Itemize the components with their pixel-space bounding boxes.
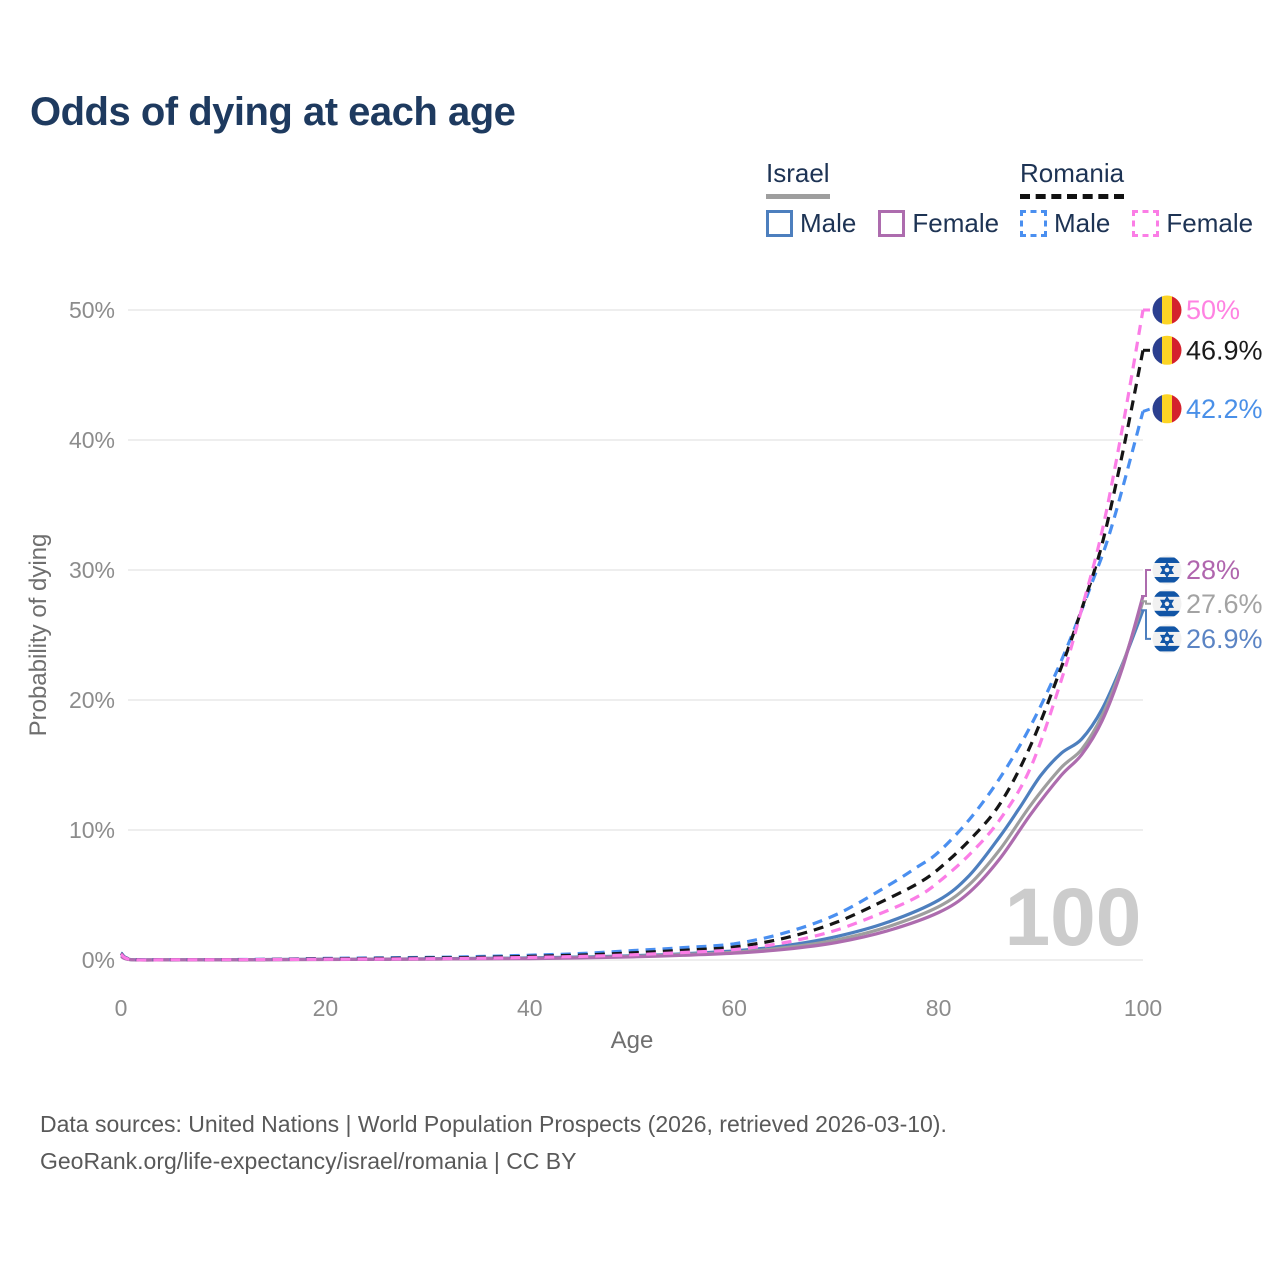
leader-line-il_f [1141,569,1151,597]
y-tick-label: 20% [69,687,115,713]
x-tick-label: 80 [926,995,952,1021]
legend-title-romania[interactable]: Romania [1020,158,1125,199]
y-tick-label: 40% [69,427,115,453]
legend-row-israel: Male Female [766,208,999,239]
legend-group-israel: Israel Male Female [766,158,999,239]
legend-item-israel-female[interactable]: Female [878,208,999,239]
legend-label-romania-female: Female [1166,208,1254,238]
x-tick-label: 20 [313,995,339,1021]
star-of-david-icon [1159,630,1175,647]
footer: Data sources: United Nations | World Pop… [40,1106,947,1180]
x-axis-title: Age [611,1027,654,1054]
x-tick-label: 100 [1124,995,1162,1021]
series-line-il_a[interactable] [120,600,1145,962]
legend-label-romania-male: Male [1054,208,1111,238]
series-line-ro_a[interactable] [119,349,1145,962]
x-tick-label: 0 [115,995,128,1021]
israel-flag-icon [1152,555,1182,585]
series-line-il_f[interactable] [120,595,1145,962]
romania-female-swatch-icon [1132,210,1160,237]
romania-flag-icon [1152,295,1182,325]
legend-title-israel[interactable]: Israel [766,158,830,199]
israel-female-swatch-icon [878,210,906,237]
y-axis-title: Probability of dying [25,534,52,737]
romania-male-swatch-icon [1020,210,1047,237]
legend-item-israel-male[interactable]: Male [766,208,856,239]
israel-flag-icon [1152,589,1182,619]
end-value-label-ro_a: 46.9% [1186,335,1263,365]
series-line-ro_f[interactable] [120,309,1145,962]
end-value-label-il_a: 27.6% [1186,589,1263,619]
x-tick-label: 60 [721,995,747,1021]
legend-item-romania-male[interactable]: Male [1020,208,1110,239]
leader-line-ro_m [1142,407,1152,413]
legend-label-israel-male: Male [800,208,857,238]
y-tick-label: 30% [69,557,115,583]
legend-label-israel-female: Female [912,208,1000,238]
romania-flag-icon [1152,335,1182,365]
legend-item-romania-female[interactable]: Female [1132,208,1253,239]
legend-group-romania: Romania Male Female [1020,158,1253,239]
leader-line-il_a [1141,600,1151,605]
end-value-label-ro_m: 42.2% [1186,394,1263,424]
footer-attribution-link[interactable]: GeoRank.org/life-expectancy/israel/roman… [40,1148,577,1174]
romania-flag-icon [1152,394,1182,424]
end-value-label-ro_f: 50% [1186,295,1240,325]
legend-row-romania: Male Female [1020,208,1253,239]
x-tick-label: 40 [517,995,543,1021]
end-value-label-il_f: 28% [1186,555,1240,585]
israel-male-swatch-icon [766,210,793,237]
star-of-david-icon [1159,595,1175,612]
y-tick-label: 50% [69,297,115,323]
series-line-il_m[interactable] [120,609,1145,962]
footer-data-sources: Data sources: United Nations | World Pop… [40,1111,947,1137]
leader-line-il_m [1141,609,1151,640]
end-value-label-il_m: 26.9% [1186,624,1263,654]
israel-flag-icon [1152,624,1182,654]
series-line-ro_m[interactable] [119,410,1145,962]
y-tick-label: 0% [82,947,115,973]
y-tick-label: 10% [69,817,115,843]
star-of-david-icon [1159,561,1175,579]
hovered-age-watermark: 100 [1005,872,1142,963]
page-title: Odds of dying at each age [30,90,516,134]
